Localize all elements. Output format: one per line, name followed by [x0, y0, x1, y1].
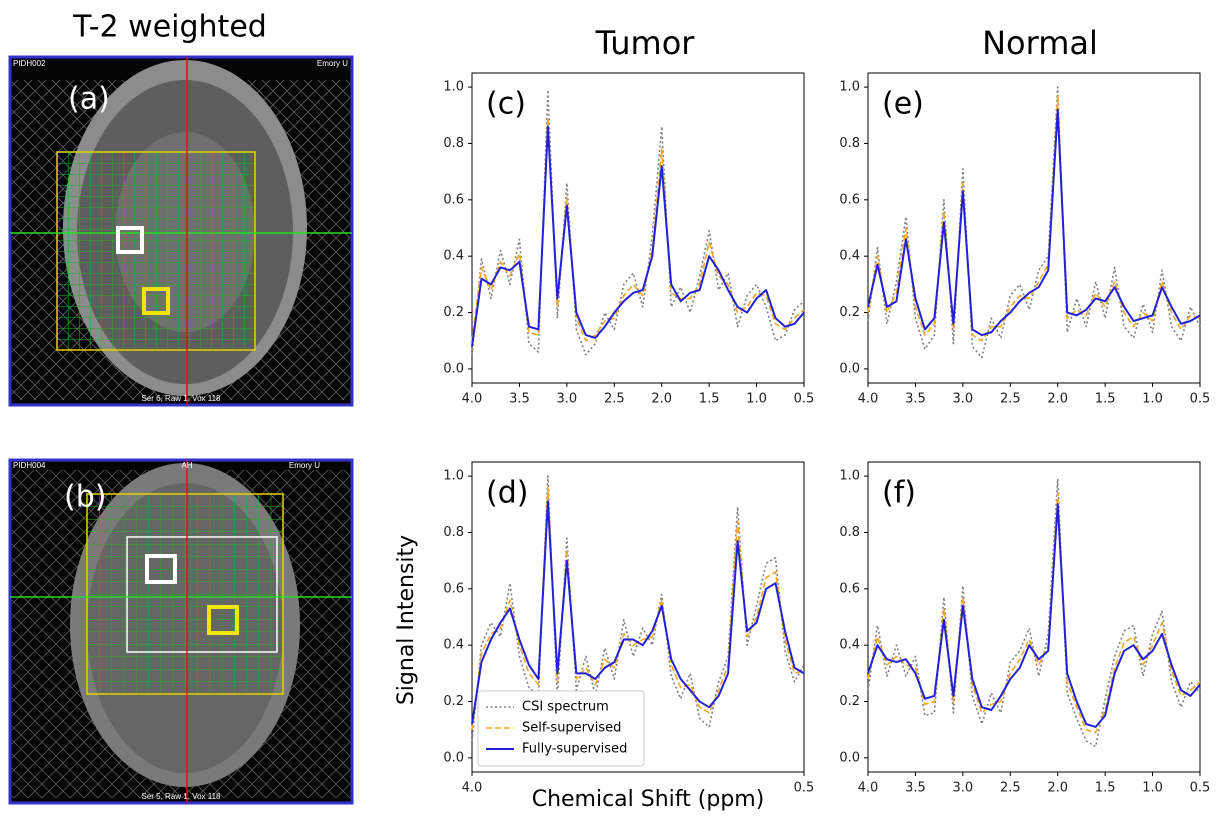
column-title: Normal — [982, 24, 1098, 62]
chart-panel: 0.0 0.2 0.4 0.6 0.8 1.0 4.0 0.5 (d) CSI spectrum S… — [443, 461, 815, 796]
chart-panel: 0.0 0.2 0.4 0.6 0.8 1.0 4.0 3.5 3.0 2.5 2.0 1.5 1.0 0… — [839, 461, 1211, 796]
image-text: Ser 6, Raw 1, Vox 118 — [141, 394, 221, 403]
x-tick-label: 2.5 — [1000, 392, 1021, 407]
y-tick-label: 0.0 — [443, 361, 464, 376]
image-text: PIDH004 — [13, 461, 46, 470]
x-tick-label: 3.5 — [905, 392, 926, 407]
x-tick-label: 4.0 — [462, 781, 483, 796]
y-tick-label: 0.0 — [839, 361, 860, 376]
column-title: Tumor — [595, 24, 696, 62]
x-tick-label: 3.0 — [953, 392, 974, 407]
x-tick-label: 2.0 — [1047, 392, 1068, 407]
y-tick-label: 0.2 — [839, 694, 860, 709]
x-tick-label: 1.5 — [699, 392, 720, 407]
y-axis-label: Signal Intensity — [394, 535, 419, 705]
image-text: Emory U — [317, 59, 348, 68]
axes-frame — [867, 461, 1201, 773]
image-text: Emory U — [289, 461, 320, 470]
x-tick-label: 3.0 — [953, 781, 974, 796]
y-tick-label: 0.2 — [443, 694, 464, 709]
y-tick-label: 0.8 — [443, 136, 464, 151]
x-tick-label: 4.0 — [858, 781, 879, 796]
y-tick-label: 0.4 — [839, 249, 860, 264]
x-tick-label: 1.5 — [1095, 781, 1116, 796]
image-text: Ser 5, Raw 1, Vox 118 — [141, 792, 221, 801]
spectrum-line — [867, 108, 1201, 337]
x-tick-label: 3.5 — [905, 781, 926, 796]
x-tick-label: 2.5 — [1000, 781, 1021, 796]
spectrum-line — [471, 500, 805, 725]
x-tick-label: 0.5 — [1190, 392, 1211, 407]
y-tick-label: 0.4 — [443, 638, 464, 653]
y-tick-label: 0.4 — [443, 249, 464, 264]
y-tick-label: 1.0 — [839, 469, 860, 484]
panel-label: (f) — [882, 476, 916, 511]
mri-image: (b) PIDH004 AH Emory U Ser 5, Raw 1, Vox… — [8, 458, 354, 805]
y-tick-label: 0.6 — [443, 581, 464, 596]
x-tick-label: 1.5 — [1095, 392, 1116, 407]
x-tick-label: 3.5 — [509, 392, 530, 407]
panel-label: (d) — [486, 476, 528, 511]
spectrum-line — [471, 125, 805, 347]
spectrum-line — [471, 486, 805, 730]
y-tick-label: 1.0 — [443, 80, 464, 95]
image-text: PIDH002 — [13, 59, 46, 68]
x-tick-label: 4.0 — [858, 392, 879, 407]
y-tick-label: 0.8 — [839, 525, 860, 540]
chart-panel: 0.0 0.2 0.4 0.6 0.8 1.0 4.0 3.5 3.0 2.5 2.0 1.5 1.0 0… — [839, 72, 1211, 407]
y-tick-label: 0.2 — [839, 305, 860, 320]
legend-label: Fully-supervised — [522, 742, 627, 757]
axes-frame — [471, 72, 805, 384]
y-tick-label: 1.0 — [443, 469, 464, 484]
y-tick-label: 0.8 — [443, 525, 464, 540]
y-tick-label: 0.0 — [839, 750, 860, 765]
y-tick-label: 0.8 — [839, 136, 860, 151]
x-tick-label: 1.0 — [1142, 781, 1163, 796]
x-tick-label: 2.0 — [651, 392, 672, 407]
y-tick-label: 0.6 — [443, 192, 464, 207]
y-tick-label: 0.4 — [839, 638, 860, 653]
spectrum-line — [471, 89, 805, 356]
y-tick-label: 0.6 — [839, 581, 860, 596]
y-tick-label: 0.0 — [443, 750, 464, 765]
x-tick-label: 2.0 — [1047, 781, 1068, 796]
x-tick-label: 4.0 — [462, 392, 483, 407]
spectrum-line — [867, 503, 1201, 728]
y-tick-label: 1.0 — [839, 80, 860, 95]
panel-label: (b) — [64, 480, 106, 515]
legend-label: Self-supervised — [522, 721, 621, 736]
x-tick-label: 0.5 — [794, 781, 815, 796]
x-tick-label: 1.0 — [1142, 392, 1163, 407]
y-tick-label: 0.2 — [443, 305, 464, 320]
legend-box — [477, 690, 645, 767]
mri-image: (a) PIDH002 Emory U Ser 6, Raw 1, Vox 11… — [8, 55, 354, 407]
x-tick-label: 2.5 — [604, 392, 625, 407]
x-tick-label: 1.0 — [746, 392, 767, 407]
image-text: AH — [181, 461, 192, 470]
x-tick-label: 0.5 — [794, 392, 815, 407]
panel-label: (c) — [486, 87, 526, 122]
y-tick-label: 0.6 — [839, 192, 860, 207]
chart-panel: 0.0 0.2 0.4 0.6 0.8 1.0 4.0 3.5 3.0 2.5 2.0 1.5 1.0 0… — [443, 72, 815, 407]
panel-label: (a) — [68, 82, 110, 117]
panel-label: (e) — [882, 87, 924, 122]
x-axis-label: Chemical Shift (ppm) — [532, 787, 765, 812]
x-tick-label: 3.0 — [557, 392, 578, 407]
left-title: T-2 weighted — [72, 10, 267, 45]
x-tick-label: 0.5 — [1190, 781, 1211, 796]
legend-label: CSI spectrum — [522, 700, 609, 715]
